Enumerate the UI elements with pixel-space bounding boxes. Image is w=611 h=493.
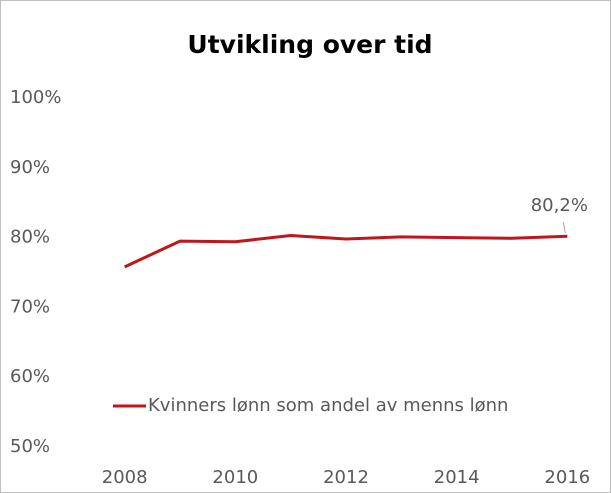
chart-title: Utvikling over tid [187, 30, 432, 59]
x-tick-label: 2012 [323, 467, 369, 488]
y-tick-label: 50% [10, 436, 50, 457]
x-tick-label: 2014 [434, 467, 480, 488]
y-tick-label: 90% [10, 157, 50, 178]
y-tick-label: 60% [10, 366, 50, 387]
data-line [124, 234, 568, 269]
y-tick-label: 70% [10, 296, 50, 317]
x-tick-label: 2016 [544, 467, 590, 488]
legend-label: Kvinners lønn som andel av menns lønn [148, 395, 508, 416]
x-tick-label: 2008 [102, 467, 148, 488]
x-tick-label: 2010 [212, 467, 258, 488]
data-label: 80,2% [531, 195, 588, 216]
label-leader [562, 222, 566, 234]
y-tick-label: 100% [10, 87, 61, 108]
y-tick-label: 80% [10, 227, 50, 248]
